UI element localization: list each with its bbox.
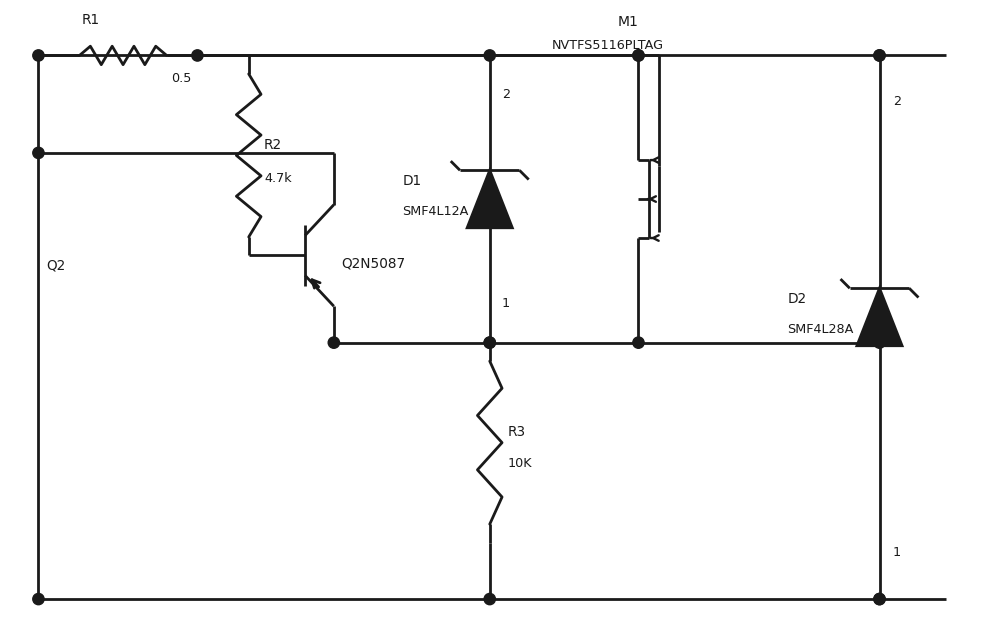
Circle shape [33,147,44,158]
Text: 2: 2 [893,95,901,108]
Circle shape [633,50,644,61]
Circle shape [484,337,495,348]
Circle shape [874,50,885,61]
Circle shape [484,593,495,605]
Polygon shape [857,288,902,346]
Circle shape [484,337,495,348]
Circle shape [633,337,644,348]
Text: 2: 2 [502,88,510,101]
Text: Q2: Q2 [47,259,66,273]
Circle shape [633,50,644,61]
Text: Q2N5087: Q2N5087 [341,257,405,271]
Circle shape [874,337,885,348]
Text: NVTFS5116PLTAG: NVTFS5116PLTAG [552,39,664,52]
Text: R3: R3 [507,425,525,439]
Text: R1: R1 [82,13,100,27]
Polygon shape [467,171,512,228]
Circle shape [328,337,339,348]
Text: 0.5: 0.5 [171,72,191,85]
Text: D1: D1 [403,174,422,188]
Text: SMF4L12A: SMF4L12A [403,205,469,218]
Text: 10K: 10K [507,456,532,470]
Circle shape [33,593,44,605]
Circle shape [874,593,885,605]
Text: SMF4L28A: SMF4L28A [787,323,854,336]
Text: 1: 1 [502,297,510,310]
Circle shape [874,593,885,605]
Text: M1: M1 [618,15,639,29]
Text: 1: 1 [893,547,901,559]
Circle shape [192,50,203,61]
Text: D2: D2 [787,292,806,306]
Text: 4.7k: 4.7k [264,172,292,184]
Text: R2: R2 [264,138,282,152]
Circle shape [874,50,885,61]
Circle shape [33,50,44,61]
Circle shape [484,50,495,61]
